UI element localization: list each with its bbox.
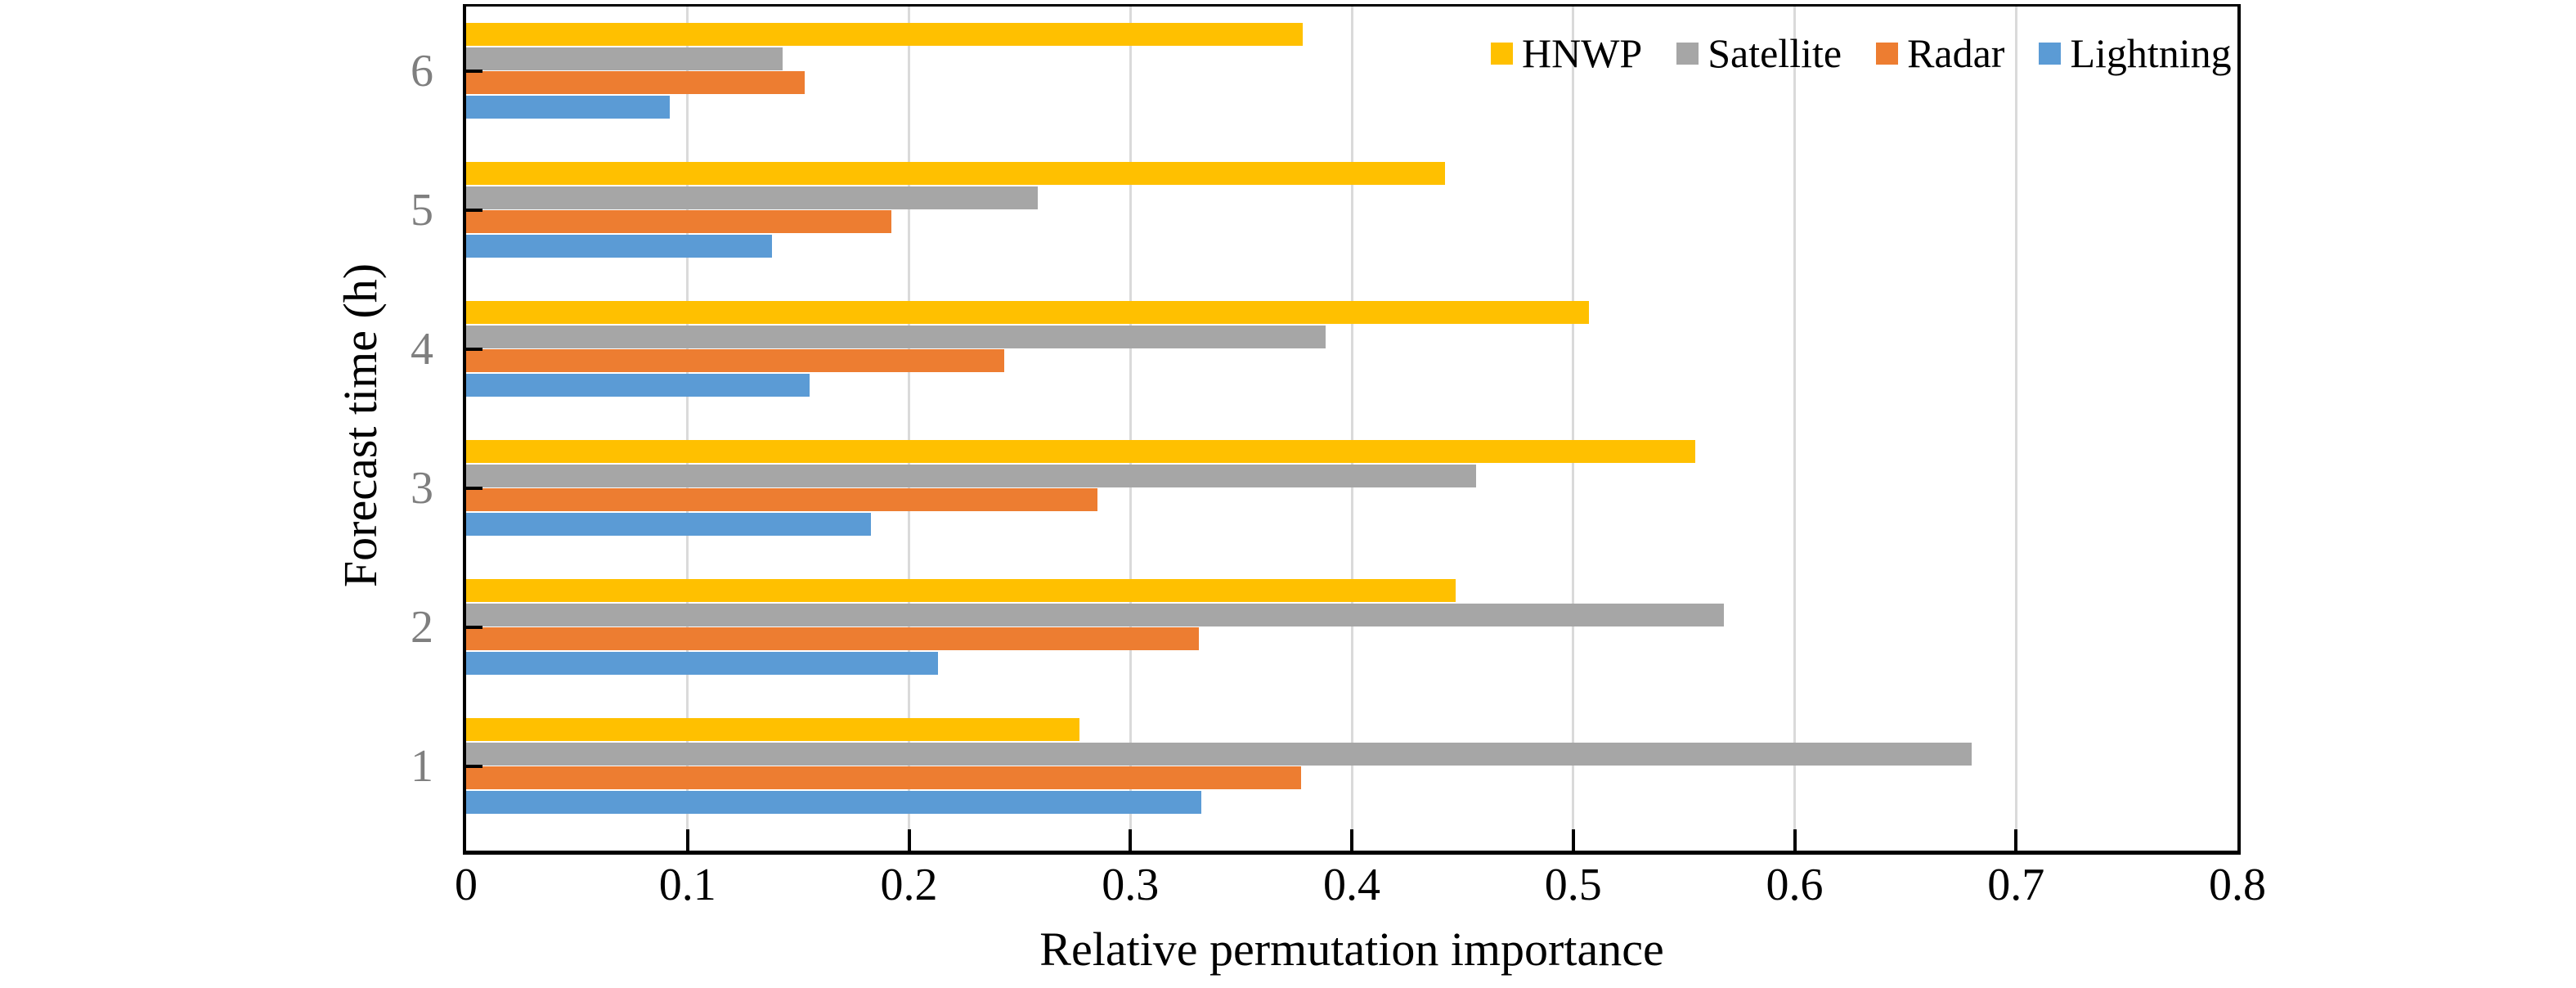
legend-swatch-radar-icon [1876, 42, 1899, 65]
bar-radar-h1 [466, 766, 1301, 790]
bar-hnwp-h6 [466, 23, 1304, 47]
x-axis-title: Relative permutation importance [1039, 923, 1664, 976]
legend: HNWP Satellite Radar Lightning [1491, 33, 2232, 74]
plot-area: 6 5 4 3 2 1 0 0.1 0.2 0.3 0.4 0.5 0.6 0.7 0.8 Relative… [411, 4, 2266, 976]
x-tick-label-0.6: 0.6 [1766, 860, 1824, 910]
bar-satellite-h5 [466, 186, 1038, 209]
y-tick-4 [466, 348, 482, 351]
x-tick-label-0.2: 0.2 [880, 860, 938, 910]
legend-label-satellite: Satellite [1708, 30, 1842, 76]
gridline-x-0.2 [908, 7, 910, 851]
legend-label-radar: Radar [1907, 30, 2005, 76]
legend-label-lightning: Lightning [2070, 30, 2232, 76]
bar-hnwp-h5 [466, 162, 1445, 186]
bar-hnwp-h3 [466, 440, 1695, 464]
gridline-x-0.6 [1793, 7, 1796, 851]
legend-label-hnwp: HNWP [1522, 30, 1643, 76]
bar-radar-h5 [466, 210, 891, 234]
bar-lightning-h2 [466, 652, 938, 675]
legend-swatch-lightning-icon [2039, 42, 2062, 65]
y-tick-3 [466, 487, 482, 490]
bar-hnwp-h2 [466, 579, 1456, 603]
plot-inner: 6 5 4 3 2 1 0 0.1 0.2 0.3 0.4 0.5 0.6 0.7 0.8 [411, 7, 2266, 908]
legend-item-radar: Radar [1876, 33, 2004, 74]
gridline-x-0.7 [2014, 7, 2017, 851]
gridline-x-0.4 [1350, 7, 1353, 851]
bar-lightning-h6 [466, 96, 671, 119]
y-axis-title: Forecast time (h) [334, 263, 388, 588]
x-tick-label-0.3: 0.3 [1102, 860, 1160, 910]
legend-item-hnwp: HNWP [1491, 33, 1642, 74]
y-tick-label-5: 5 [411, 185, 433, 236]
bar-satellite-h1 [466, 742, 1972, 766]
bar-satellite-h6 [466, 47, 783, 70]
y-tick-5 [466, 209, 482, 212]
x-tick-label-0.8: 0.8 [2209, 860, 2266, 910]
bar-lightning-h3 [466, 513, 872, 536]
y-tick-label-2: 2 [411, 602, 433, 653]
legend-swatch-satellite-icon [1676, 42, 1699, 65]
bar-radar-h6 [466, 71, 806, 95]
x-tick-label-0.1: 0.1 [658, 860, 716, 910]
x-tick-0.7 [2014, 829, 2018, 851]
bar-lightning-h4 [466, 374, 810, 397]
bar-radar-h4 [466, 349, 1004, 373]
y-tick-label-4: 4 [411, 324, 433, 375]
x-tick-0.5 [1571, 829, 1575, 851]
x-tick-label-0.4: 0.4 [1323, 860, 1380, 910]
bar-satellite-h2 [466, 603, 1724, 626]
bar-lightning-h1 [466, 791, 1201, 814]
x-tick-0.2 [907, 829, 911, 851]
x-tick-0.3 [1129, 829, 1133, 851]
x-tick-label-0.7: 0.7 [1987, 860, 2045, 910]
legend-item-satellite: Satellite [1676, 33, 1842, 74]
gridline-x-0.1 [686, 7, 689, 851]
bar-lightning-h5 [466, 235, 772, 258]
bar-satellite-h4 [466, 325, 1326, 348]
bar-hnwp-h1 [466, 718, 1079, 742]
x-tick-0.1 [685, 829, 689, 851]
gridline-x-0.3 [1129, 7, 1132, 851]
legend-swatch-hnwp-icon [1491, 42, 1513, 65]
bar-radar-h3 [466, 488, 1097, 512]
x-tick-label-0: 0 [455, 860, 478, 910]
bar-satellite-h3 [466, 464, 1476, 487]
y-tick-label-1: 1 [411, 741, 433, 792]
x-tick-0.4 [1350, 829, 1353, 851]
x-tick-label-0.5: 0.5 [1544, 860, 1602, 910]
y-tick-2 [466, 626, 482, 629]
legend-item-lightning: Lightning [2039, 30, 2232, 76]
y-tick-label-6: 6 [411, 46, 433, 97]
bar-hnwp-h4 [466, 301, 1589, 325]
x-tick-0.6 [1793, 829, 1797, 851]
gridline-x-0.5 [1572, 7, 1575, 851]
y-tick-6 [466, 70, 482, 73]
y-tick-1 [466, 765, 482, 768]
bar-radar-h2 [466, 627, 1200, 651]
y-tick-label-3: 3 [411, 463, 433, 514]
